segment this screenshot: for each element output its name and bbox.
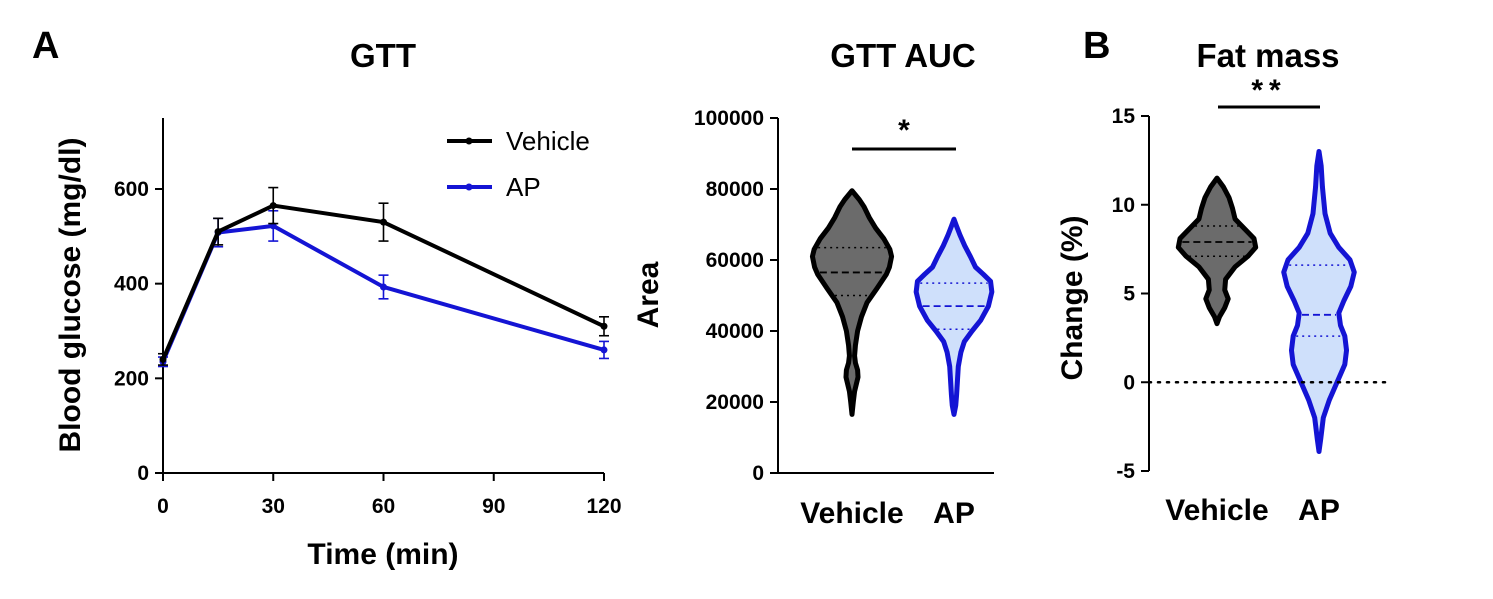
auc-violin-vehicle (809, 188, 895, 417)
gtt-x-tick-label: 120 (586, 495, 621, 518)
gtt-x-tick-label: 30 (262, 495, 285, 518)
legend-ap-marker (465, 183, 473, 191)
auc-y-tick-label: 100000 (694, 107, 764, 130)
gtt-point-vehicle (269, 202, 277, 210)
auc-title: GTT AUC (830, 37, 975, 74)
fat-y-tick-label: -5 (1116, 460, 1135, 483)
auc-y-tick-label: 20000 (706, 391, 764, 414)
gtt-line-chart: GTT Time (min) Blood glucose (mg/dl) 0 20… (54, 37, 622, 571)
auc-y-tick-label: 80000 (706, 178, 764, 201)
fat-title: Fat mass (1196, 37, 1339, 74)
auc-category-ap: AP (933, 497, 975, 530)
fat-y-tick-label: 15 (1112, 105, 1136, 128)
gtt-x-tick-label: 0 (157, 495, 169, 518)
fat-violin-vehicle (1175, 175, 1259, 327)
fat-violin-ap (1281, 149, 1357, 454)
auc-y-tick-label: 40000 (706, 320, 764, 343)
gtt-auc-violin-chart: GTT AUC Area 0 20000 40000 60000 80000 100000… (632, 37, 995, 530)
auc-y-tick-label: 0 (752, 462, 764, 485)
fat-category-vehicle: Vehicle (1165, 494, 1268, 527)
fat-y-tick-label: 5 (1123, 283, 1135, 306)
gtt-point-vehicle (380, 218, 387, 226)
auc-category-vehicle: Vehicle (800, 497, 903, 530)
auc-significance-label: * (898, 114, 910, 147)
gtt-x-axis-label: Time (min) (307, 538, 458, 571)
auc-violin-ap (913, 216, 995, 417)
fat-significance-label: ** (1251, 74, 1286, 107)
gtt-x-tick-label: 90 (482, 495, 505, 518)
fat-category-ap: AP (1298, 494, 1340, 527)
gtt-point-vehicle (159, 355, 167, 363)
gtt-point-vehicle (214, 228, 222, 236)
gtt-y-axis-label: Blood glucose (mg/dl) (54, 138, 87, 453)
fat-y-axis-label: Change (%) (1056, 216, 1089, 381)
gtt-point-ap (600, 346, 608, 354)
gtt-y-tick-label: 200 (114, 367, 149, 390)
gtt-point-ap (380, 283, 387, 291)
gtt-point-vehicle (600, 322, 608, 330)
gtt-y-tick-label: 600 (114, 178, 149, 201)
fat-y-tick-label: 0 (1123, 371, 1135, 394)
auc-y-axis-label: Area (632, 261, 665, 328)
gtt-y-tick-label: 400 (114, 273, 149, 296)
legend-ap-label: AP (506, 172, 541, 202)
legend-vehicle-label: Vehicle (506, 126, 590, 156)
legend-vehicle-marker (465, 137, 473, 145)
gtt-legend: Vehicle AP (447, 126, 590, 202)
gtt-y-tick-label: 0 (137, 462, 149, 485)
gtt-x-tick-label: 60 (372, 495, 395, 518)
panel-b-label: B (1083, 25, 1110, 67)
auc-y-tick-label: 60000 (706, 249, 764, 272)
panel-a-label: A (32, 25, 59, 67)
fat-y-tick-label: 10 (1112, 194, 1135, 217)
gtt-title: GTT (350, 37, 416, 74)
